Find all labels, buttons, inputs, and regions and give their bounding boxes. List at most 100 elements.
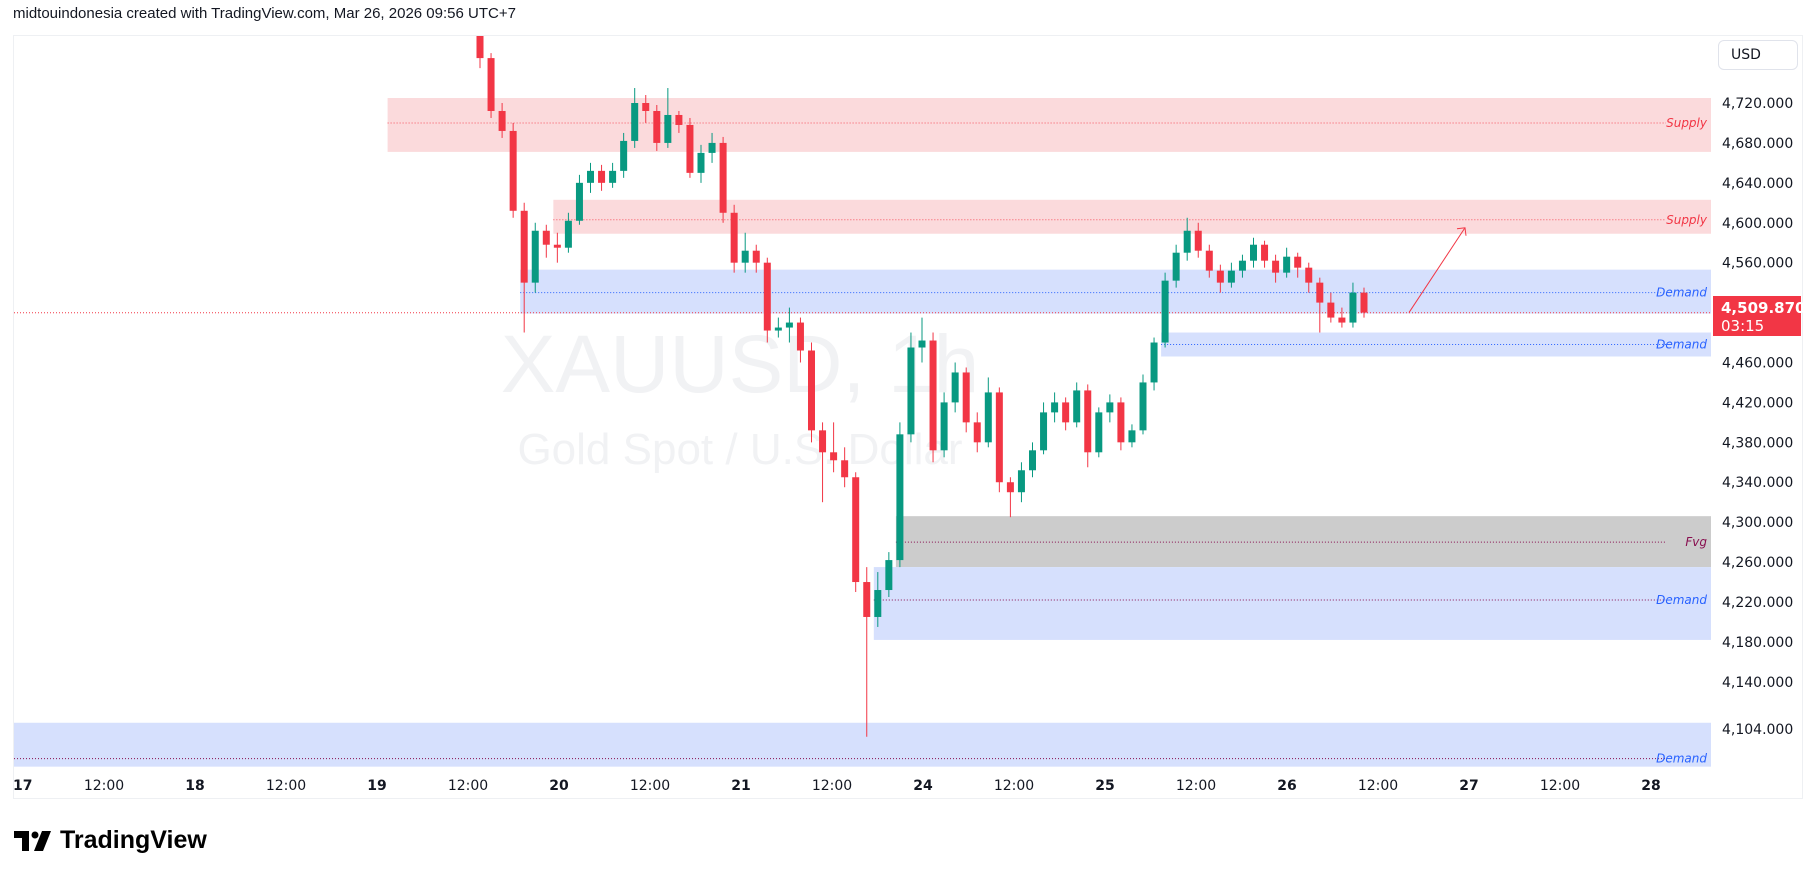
candle-body	[1261, 244, 1269, 261]
x-tick-label: 12:00	[266, 778, 306, 794]
tradingview-logo[interactable]: TradingView	[14, 826, 207, 855]
y-tick-label: 4,460.000	[1722, 355, 1793, 371]
candle-body	[1250, 244, 1257, 261]
candle	[1006, 477, 1014, 518]
x-tick-label: 12:00	[812, 778, 852, 794]
candle-body	[841, 460, 849, 478]
candle	[487, 53, 495, 118]
x-tick-label: 12:00	[84, 778, 124, 794]
x-tick-label: 26	[1277, 778, 1296, 794]
candle-body	[1183, 230, 1191, 253]
zone-label: Demand	[1656, 286, 1707, 300]
candle-body	[531, 230, 539, 283]
candle-body	[653, 110, 661, 143]
watermark-symbol: XAUUSD, 1h	[500, 319, 980, 410]
candle	[587, 162, 594, 193]
candle-body	[542, 230, 550, 245]
candle-body	[918, 340, 926, 348]
candle-body	[929, 340, 937, 451]
candle	[1017, 462, 1025, 503]
zone-supply	[553, 199, 1711, 234]
candle	[819, 422, 827, 503]
candle-body	[940, 402, 948, 451]
x-tick-label: 19	[367, 778, 386, 794]
y-tick-label: 4,140.000	[1722, 675, 1793, 691]
x-tick-label: 12:00	[1358, 778, 1398, 794]
y-tick-label: 4,260.000	[1722, 555, 1793, 571]
x-tick-label: 20	[549, 778, 569, 794]
candle-body	[620, 140, 628, 171]
candle	[1250, 237, 1257, 268]
candle-body	[984, 392, 992, 443]
candle	[918, 317, 926, 363]
zone-fvg	[895, 516, 1711, 568]
candle	[1051, 392, 1059, 423]
candle-body	[730, 212, 738, 263]
zone-demand	[520, 269, 1711, 314]
x-tick-label: 12:00	[448, 778, 488, 794]
candle	[863, 567, 871, 737]
candle	[642, 95, 650, 123]
candle-body	[1017, 470, 1025, 493]
x-tick-label: 12:00	[1176, 778, 1216, 794]
x-tick-label: 24	[913, 778, 933, 794]
candle	[1150, 337, 1158, 391]
candle-body	[1205, 250, 1213, 271]
zone-label: Fvg	[1685, 535, 1707, 549]
candle-body	[642, 103, 650, 111]
candle-body	[719, 142, 727, 213]
y-tick-label: 4,180.000	[1722, 635, 1793, 651]
candle	[896, 422, 904, 568]
candle-body	[686, 124, 694, 173]
zone-supply	[387, 98, 1711, 152]
currency-button[interactable]: USD	[1718, 40, 1798, 70]
candle-body	[796, 322, 804, 351]
candle	[1095, 407, 1103, 458]
y-tick-label: 4,420.000	[1722, 395, 1793, 411]
candle	[553, 232, 561, 263]
x-tick-label: 17	[13, 778, 32, 794]
candle-body	[1338, 317, 1346, 323]
candle-body	[498, 110, 506, 131]
candle	[940, 392, 948, 458]
candle-body	[763, 262, 771, 331]
candle	[1194, 222, 1202, 258]
candle	[498, 103, 506, 138]
candle	[1261, 240, 1269, 268]
candle-body	[874, 590, 882, 617]
candle	[598, 164, 606, 191]
candle	[885, 552, 893, 598]
candle	[697, 144, 705, 183]
candle-body	[1305, 267, 1313, 283]
x-tick-label: 12:00	[630, 778, 670, 794]
candle-body	[509, 130, 517, 211]
candle	[763, 257, 771, 343]
candle	[1272, 254, 1280, 283]
current-price-label: 4,509.870 03:15	[1713, 296, 1805, 336]
candle	[1216, 264, 1224, 293]
candle-body	[1316, 282, 1324, 303]
candle-body	[752, 250, 760, 263]
plot-area: Supply Supply Demand Demand Fvg Demand Demand	[14, 36, 1711, 767]
candle-body	[675, 114, 683, 125]
watermark-description: Gold Spot / U.S. Dollar	[517, 425, 963, 474]
candle-body	[708, 142, 716, 153]
candle	[575, 174, 583, 225]
y-tick-label: 4,680.000	[1722, 136, 1793, 152]
candle-body	[564, 220, 572, 248]
candle	[620, 132, 628, 178]
candle	[564, 212, 572, 253]
candle	[951, 362, 959, 413]
candle	[531, 222, 539, 293]
candle	[1106, 394, 1114, 423]
y-tick-label: 4,340.000	[1722, 475, 1793, 491]
candle	[1283, 247, 1291, 278]
candle-body	[1139, 382, 1147, 431]
candle-body	[1106, 402, 1114, 413]
x-tick-label: 27	[1459, 778, 1478, 794]
candle-body	[852, 477, 860, 583]
candle	[675, 110, 683, 133]
x-tick-label: 12:00	[1540, 778, 1580, 794]
candle	[774, 317, 782, 338]
